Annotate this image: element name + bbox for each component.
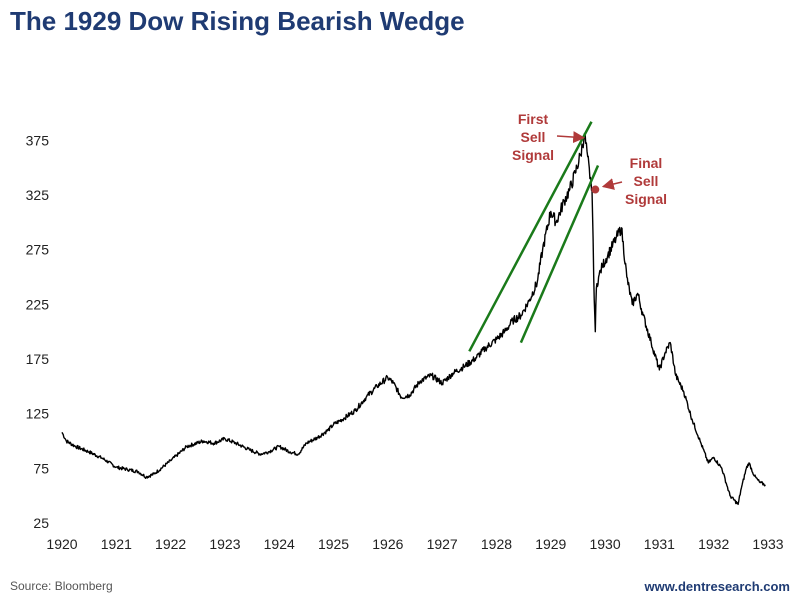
upper-trendline (468, 121, 593, 352)
x-axis-ticks: 1920 1921 1922 1923 1924 1925 1926 1927 1928 1929… (46, 536, 783, 552)
y-tick-label: 75 (33, 460, 49, 476)
y-tick-label: 125 (26, 406, 50, 422)
x-tick-label: 1922 (155, 536, 186, 552)
y-tick-label: 375 (26, 132, 50, 148)
x-tick-label: 1926 (372, 536, 403, 552)
x-tick-label: 1925 (318, 536, 349, 552)
y-axis-ticks: 25 75 125 175 225 275 325 375 (26, 132, 50, 531)
x-tick-label: 1928 (481, 536, 512, 552)
x-tick-label: 1931 (644, 536, 675, 552)
final-sell-signal-label: Signal (625, 191, 667, 207)
y-tick-label: 325 (26, 187, 50, 203)
final-sell-signal-label: Final (630, 155, 663, 171)
x-tick-label: 1927 (427, 536, 458, 552)
x-tick-label: 1924 (264, 536, 295, 552)
source-note: Source: Bloomberg (10, 579, 113, 593)
x-tick-label: 1920 (46, 536, 77, 552)
chart-title: The 1929 Dow Rising Bearish Wedge (10, 6, 465, 36)
lower-trendline (519, 164, 600, 344)
y-tick-label: 175 (26, 351, 50, 367)
dow-price-line (61, 132, 766, 506)
x-tick-label: 1930 (589, 536, 620, 552)
x-tick-label: 1932 (698, 536, 729, 552)
final-sell-signal-marker (591, 185, 600, 194)
x-tick-label: 1933 (752, 536, 783, 552)
x-tick-label: 1923 (209, 536, 240, 552)
website-link[interactable]: www.dentresearch.com (644, 579, 790, 594)
series-layer (61, 132, 766, 506)
final-sell-arrow (601, 178, 623, 190)
first-sell-arrow (556, 131, 586, 144)
y-tick-label: 225 (26, 296, 50, 312)
final-sell-signal-label: Sell (634, 173, 659, 189)
wedge-layer (468, 121, 600, 352)
annotation-layer: First Sell Signal Final Sell Signal (512, 111, 667, 207)
y-tick-label: 275 (26, 242, 50, 258)
x-tick-label: 1929 (535, 536, 566, 552)
first-sell-signal-label: Signal (512, 147, 554, 163)
y-tick-label: 25 (33, 515, 49, 531)
x-tick-label: 1921 (101, 536, 132, 552)
first-sell-signal-label: Sell (521, 129, 546, 145)
first-sell-signal-label: First (518, 111, 549, 127)
